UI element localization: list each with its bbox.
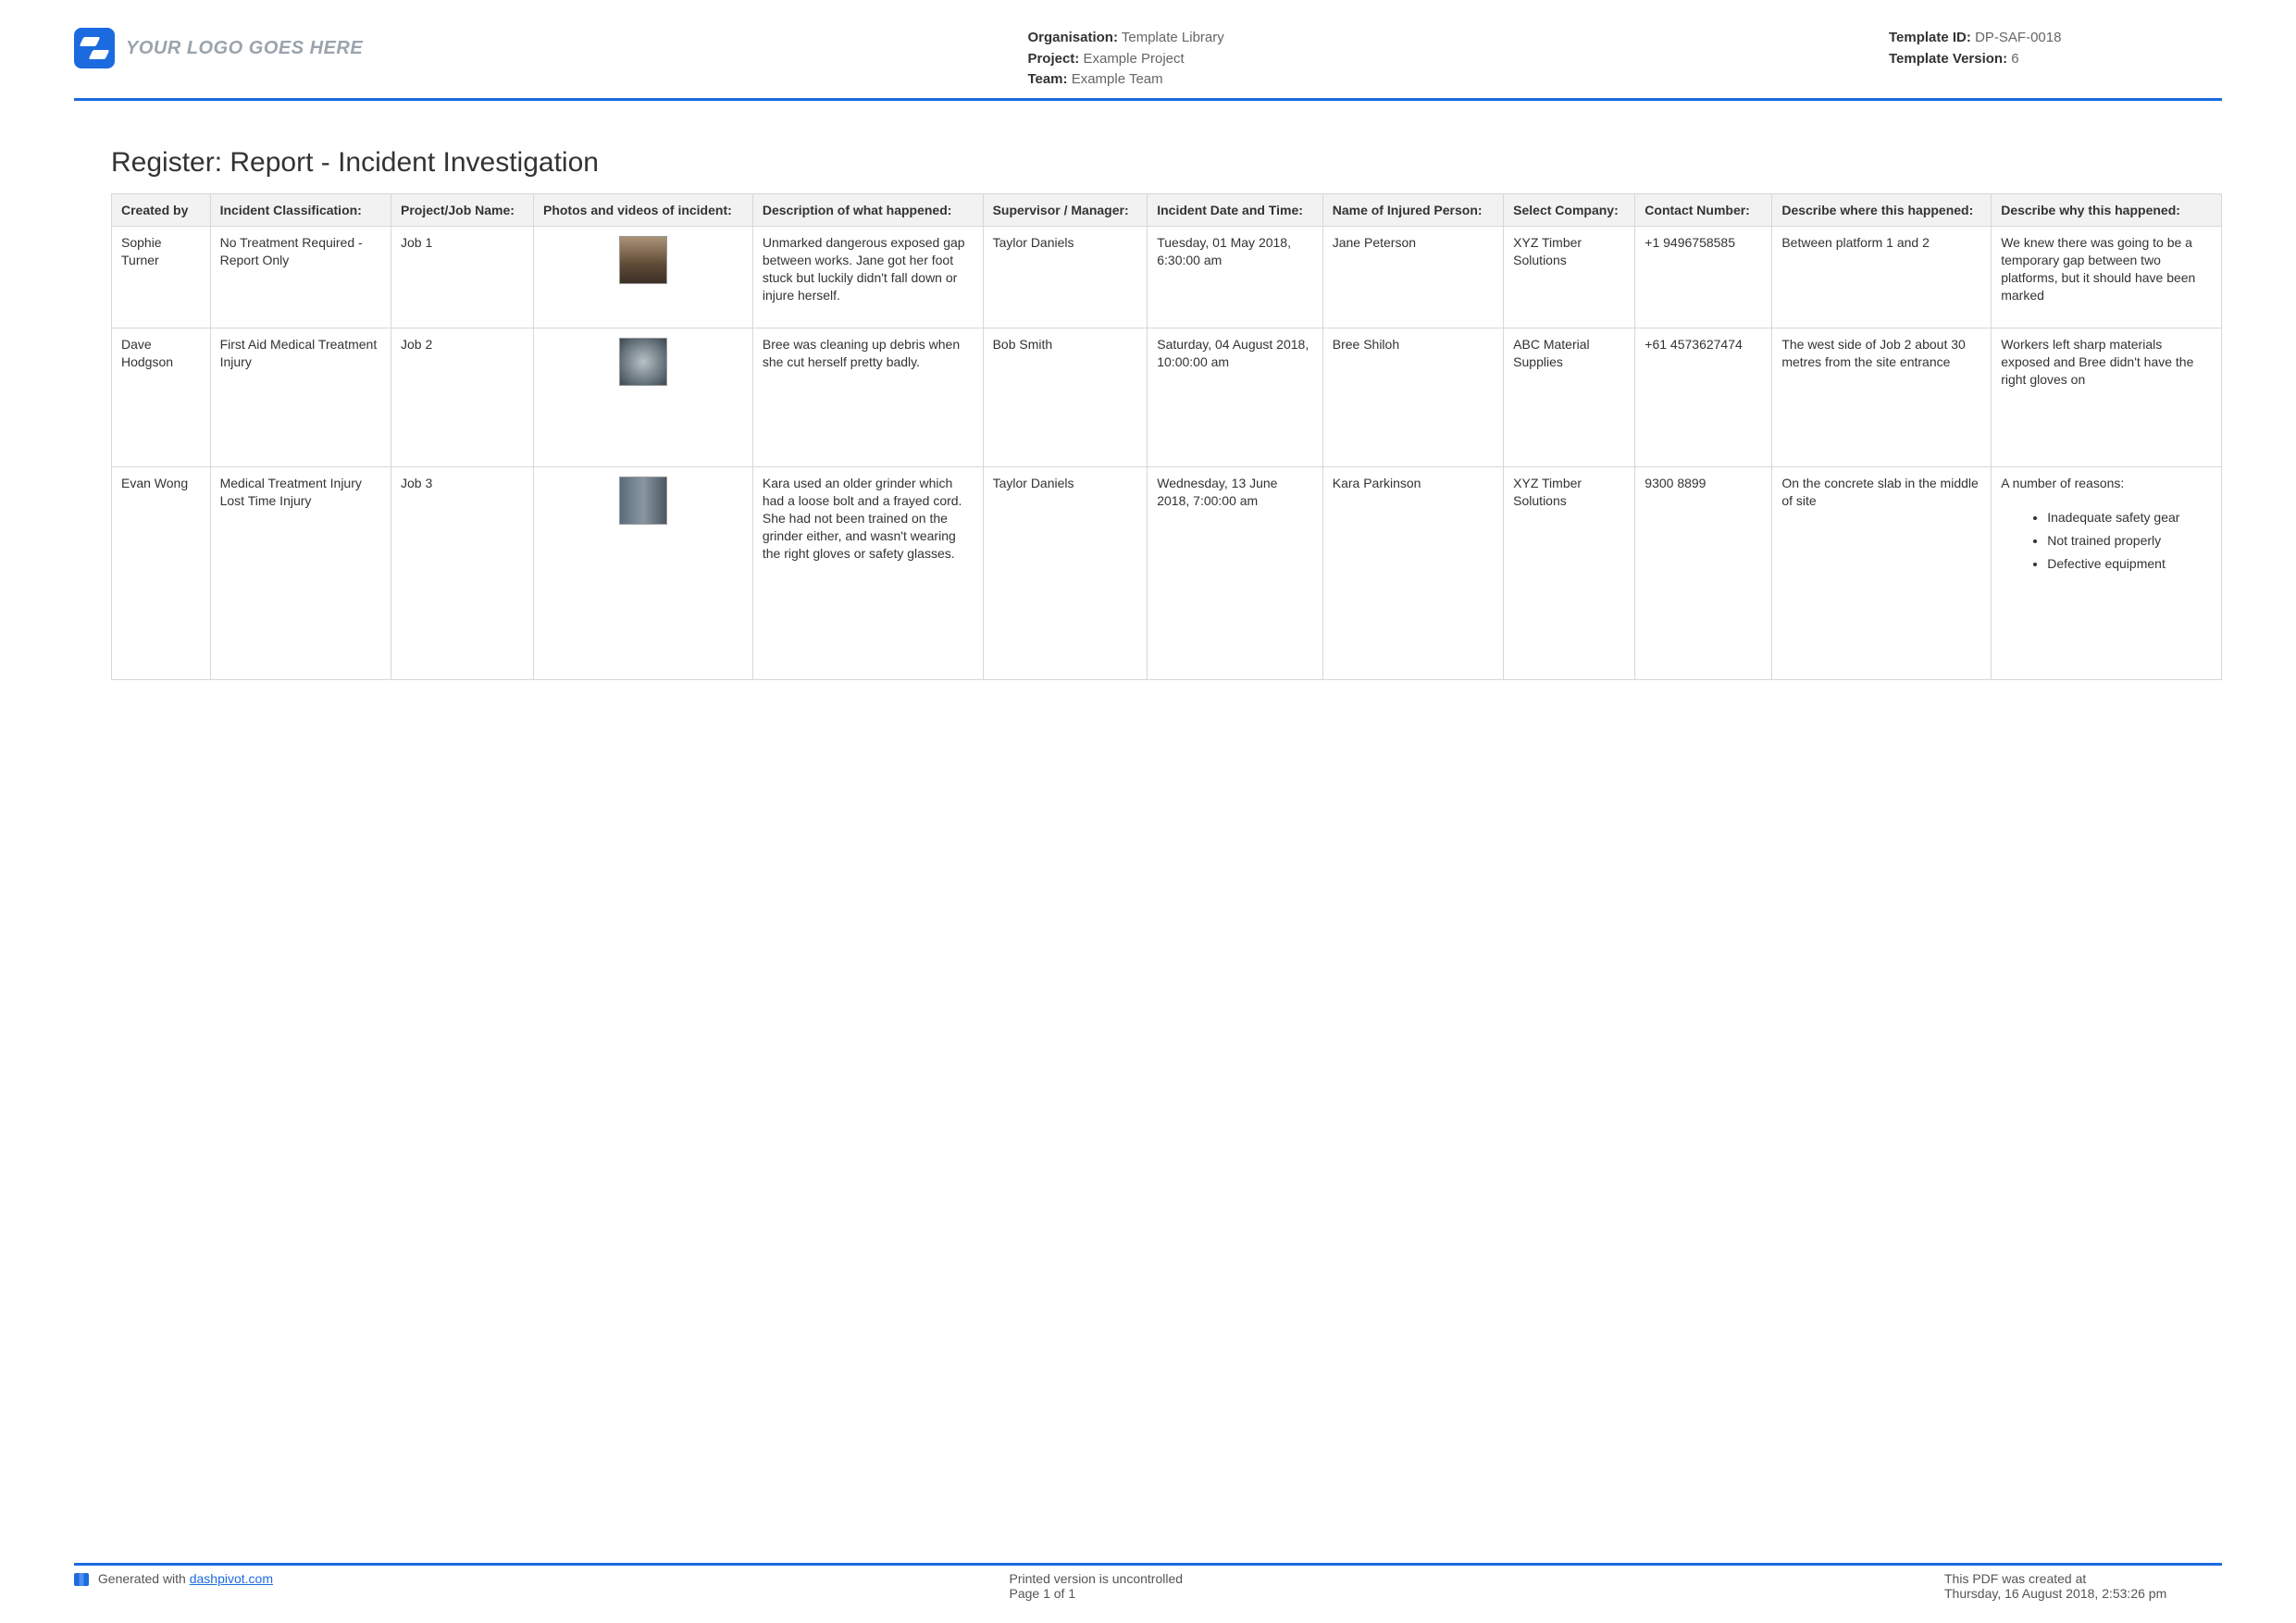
template-id-value: DP-SAF-0018: [1975, 30, 2061, 45]
logo-icon: [74, 28, 115, 68]
col-header: Describe where this happened:: [1772, 193, 1992, 227]
table-row: Evan WongMedical Treatment Injury Lost T…: [112, 467, 2222, 680]
logo-text: YOUR LOGO GOES HERE: [126, 38, 363, 59]
project-value: Example Project: [1083, 51, 1184, 67]
register-table: Created by Incident Classification: Proj…: [111, 193, 2222, 681]
table-cell: [533, 328, 752, 467]
col-header: Describe why this happened:: [1992, 193, 2222, 227]
photo-thumbnail: [619, 477, 667, 525]
col-header: Incident Date and Time:: [1148, 193, 1323, 227]
footer-left: Generated with dashpivot.com: [74, 1571, 352, 1601]
footer-bar: Generated with dashpivot.com Printed ver…: [74, 1563, 2222, 1601]
created-line2: Thursday, 16 August 2018, 2:53:26 pm: [1944, 1586, 2222, 1601]
created-line1: This PDF was created at: [1944, 1571, 2222, 1586]
table-cell: Kara Parkinson: [1322, 467, 1503, 680]
table-cell: Bree Shiloh: [1322, 328, 1503, 467]
table-cell: Unmarked dangerous exposed gap between w…: [752, 227, 983, 328]
table-cell: +1 9496758585: [1635, 227, 1772, 328]
header-bar: YOUR LOGO GOES HERE Organisation: Templa…: [74, 28, 2222, 101]
generated-prefix: Generated with: [98, 1571, 190, 1586]
meta-right: Template ID: DP-SAF-0018 Template Versio…: [1889, 28, 2222, 69]
table-cell: We knew there was going to be a temporar…: [1992, 227, 2222, 328]
template-id-label: Template ID:: [1889, 30, 1971, 45]
table-cell: A number of reasons: Inadequate safety ge…: [1992, 467, 2222, 680]
table-cell: Job 3: [391, 467, 534, 680]
table-cell: Bree was cleaning up debris when she cut…: [752, 328, 983, 467]
chart-icon: [74, 1573, 89, 1586]
list-item: Not trained properly: [2047, 532, 2212, 550]
footer-right: This PDF was created at Thursday, 16 Aug…: [1944, 1571, 2222, 1601]
table-cell: Sophie Turner: [112, 227, 211, 328]
table-cell: Between platform 1 and 2: [1772, 227, 1992, 328]
table-cell: Bob Smith: [983, 328, 1148, 467]
table-cell: Taylor Daniels: [983, 467, 1148, 680]
table-cell: Kara used an older grinder which had a l…: [752, 467, 983, 680]
template-version-value: 6: [2011, 51, 2018, 67]
col-header: Photos and videos of incident:: [533, 193, 752, 227]
meta-center: Organisation: Template Library Project: …: [1027, 28, 1223, 91]
table-cell: 9300 8899: [1635, 467, 1772, 680]
team-label: Team:: [1027, 71, 1067, 87]
table-cell: The west side of Job 2 about 30 metres f…: [1772, 328, 1992, 467]
table-cell: Evan Wong: [112, 467, 211, 680]
organisation-label: Organisation:: [1027, 30, 1118, 45]
table-cell: Dave Hodgson: [112, 328, 211, 467]
table-cell: On the concrete slab in the middle of si…: [1772, 467, 1992, 680]
col-header: Incident Classification:: [210, 193, 391, 227]
why-text: A number of reasons:: [2001, 475, 2212, 492]
table-cell: Taylor Daniels: [983, 227, 1148, 328]
why-text: We knew there was going to be a temporar…: [2001, 234, 2212, 304]
page-title: Register: Report - Incident Investigatio…: [111, 147, 2222, 179]
footer-center: Printed version is uncontrolled Page 1 o…: [1010, 1571, 1287, 1601]
printed-line1: Printed version is uncontrolled: [1010, 1571, 1287, 1586]
table-cell: [533, 467, 752, 680]
template-version-label: Template Version:: [1889, 51, 2007, 67]
why-list: Inadequate safety gear Not trained proper…: [2001, 509, 2212, 573]
table-cell: XYZ Timber Solutions: [1504, 467, 1635, 680]
organisation-value: Template Library: [1122, 30, 1224, 45]
why-text: Workers left sharp materials exposed and…: [2001, 336, 2212, 389]
col-header: Select Company:: [1504, 193, 1635, 227]
photo-thumbnail: [619, 338, 667, 386]
printed-line2: Page 1 of 1: [1010, 1586, 1287, 1601]
col-header: Supervisor / Manager:: [983, 193, 1148, 227]
table-row: Sophie TurnerNo Treatment Required - Rep…: [112, 227, 2222, 328]
table-cell: Wednesday, 13 June 2018, 7:00:00 am: [1148, 467, 1323, 680]
table-cell: Workers left sharp materials exposed and…: [1992, 328, 2222, 467]
table-cell: Job 2: [391, 328, 534, 467]
table-cell: [533, 227, 752, 328]
table-cell: Jane Peterson: [1322, 227, 1503, 328]
col-header: Created by: [112, 193, 211, 227]
col-header: Name of Injured Person:: [1322, 193, 1503, 227]
logo-block: YOUR LOGO GOES HERE: [74, 28, 363, 68]
table-header-row: Created by Incident Classification: Proj…: [112, 193, 2222, 227]
table-cell: XYZ Timber Solutions: [1504, 227, 1635, 328]
table-cell: Medical Treatment Injury Lost Time Injur…: [210, 467, 391, 680]
table-cell: No Treatment Required - Report Only: [210, 227, 391, 328]
table-cell: +61 4573627474: [1635, 328, 1772, 467]
list-item: Inadequate safety gear: [2047, 509, 2212, 527]
table-cell: Tuesday, 01 May 2018, 6:30:00 am: [1148, 227, 1323, 328]
col-header: Project/Job Name:: [391, 193, 534, 227]
table-cell: ABC Material Supplies: [1504, 328, 1635, 467]
dashpivot-link[interactable]: dashpivot.com: [190, 1571, 273, 1586]
table-cell: Job 1: [391, 227, 534, 328]
table-cell: First Aid Medical Treatment Injury: [210, 328, 391, 467]
list-item: Defective equipment: [2047, 555, 2212, 573]
col-header: Description of what happened:: [752, 193, 983, 227]
project-label: Project:: [1027, 51, 1079, 67]
table-row: Dave HodgsonFirst Aid Medical Treatment …: [112, 328, 2222, 467]
table-cell: Saturday, 04 August 2018, 10:00:00 am: [1148, 328, 1323, 467]
team-value: Example Team: [1072, 71, 1163, 87]
col-header: Contact Number:: [1635, 193, 1772, 227]
photo-thumbnail: [619, 236, 667, 284]
